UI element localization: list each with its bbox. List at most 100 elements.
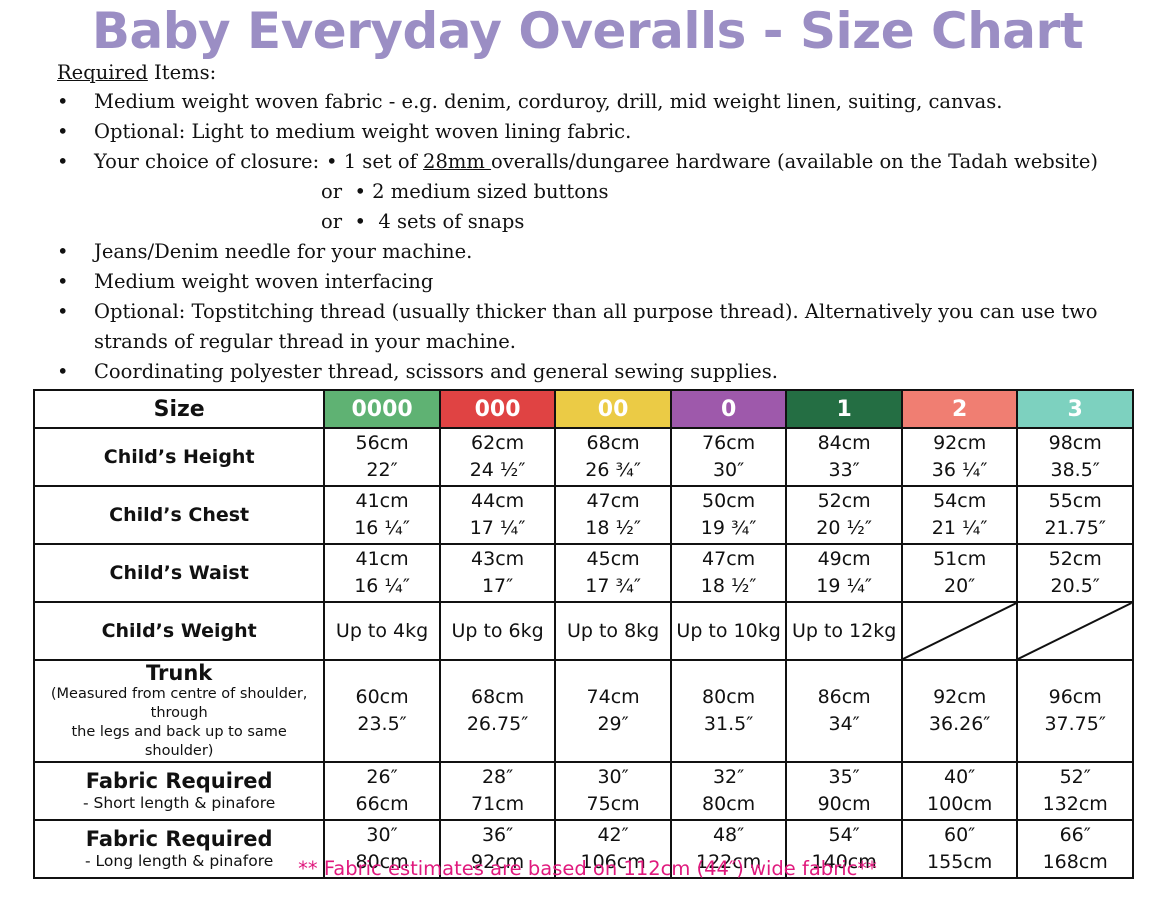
weight-value: Up to 12kg xyxy=(791,619,897,642)
fabric-short-label: Fabric Required xyxy=(85,769,273,793)
trunk-cell: 92cm 36.26″ xyxy=(900,659,1019,763)
fabric-long-cell: 60″ 155cm xyxy=(900,819,1019,879)
fabric-long-value: 54″ xyxy=(828,824,860,846)
size-0: 0 xyxy=(669,389,788,429)
required-items-list: • Medium weight woven fabric - e.g. denim… xyxy=(57,87,1157,387)
fabric-short-value: 52″ xyxy=(1059,766,1091,788)
chest-value: 55cm xyxy=(1048,490,1102,512)
waist-value: 18 ½″ xyxy=(700,575,757,597)
bullet-icon: • xyxy=(57,150,69,173)
page-title: Baby Everyday Overalls - Size Chart xyxy=(91,2,1084,60)
weight-label: Child’s Weight xyxy=(32,601,326,661)
height-value: 22″ xyxy=(366,459,398,481)
chest-value: 52cm xyxy=(817,490,871,512)
fabric-long-value: 42″ xyxy=(597,824,629,846)
height-cell: 92cm 36 ¼″ xyxy=(900,427,1019,487)
fabric-short-cell: 28″ 71cm xyxy=(438,761,557,821)
trunk-cell: 74cm 29″ xyxy=(554,659,672,763)
fabric-short-cell: 40″ 100cm xyxy=(900,761,1019,821)
trunk-label-cell: Trunk (Measured from centre of shoulder,… xyxy=(32,659,326,763)
height-cell: 84cm 33″ xyxy=(785,427,903,487)
fabric-long-label: Fabric Required xyxy=(85,827,273,851)
item-text: Medium weight woven fabric - e.g. denim,… xyxy=(94,90,1003,113)
fabric-short-cell: 35″ 90cm xyxy=(785,761,903,821)
fabric-long-value: 60″ xyxy=(944,824,976,846)
chest-row: Child’s Chest 41cm 16 ¼″ 44cm 17 ¼″ 47cm 18 ½… xyxy=(32,485,1134,545)
weight-value: Up to 6kg xyxy=(451,619,544,642)
fabric-long-value: 155cm xyxy=(927,851,993,873)
waist-value: 20.5″ xyxy=(1050,575,1100,597)
weight-row: Child’s Weight Up to 4kg Up to 6kg Up to 8… xyxy=(32,601,1134,661)
size-chart-table: Size 0000 000 00 0 1 2 3 Child’s Height … xyxy=(32,389,1134,879)
fabric-short-value: 35″ xyxy=(828,766,860,788)
closure-option-3: or • 4 sets of snaps xyxy=(321,210,525,233)
waist-value: 47cm xyxy=(702,548,756,570)
diagonal-line-icon xyxy=(1018,603,1132,659)
trunk-value: 37.75″ xyxy=(1044,713,1106,735)
chest-cell: 44cm 17 ¼″ xyxy=(438,485,557,545)
waist-row: Child’s Waist 41cm 16 ¼″ 43cm 17″ 45cm 17 ¾″ 4… xyxy=(32,543,1134,603)
fabric-long-value: 92cm xyxy=(471,851,525,873)
trunk-cell: 96cm 37.75″ xyxy=(1016,659,1134,763)
fabric-long-value: 66″ xyxy=(1059,824,1091,846)
weight-cell: Up to 4kg xyxy=(323,601,441,661)
size-000: 000 xyxy=(438,389,557,429)
trunk-value: 68cm xyxy=(471,686,525,708)
waist-value: 19 ¼″ xyxy=(816,575,872,597)
fabric-long-cell: 42″ 106cm xyxy=(554,819,672,879)
chest-value: 16 ¼″ xyxy=(354,517,410,539)
trunk-sublabel-1: (Measured from centre of shoulder, throu… xyxy=(50,686,308,721)
waist-cell: 52cm 20.5″ xyxy=(1016,543,1134,603)
chest-cell: 47cm 18 ½″ xyxy=(554,485,672,545)
item-text: Optional: Topstitching thread (usually t… xyxy=(94,300,1098,353)
trunk-sublabel-2: the legs and back up to same shoulder) xyxy=(71,724,287,759)
fabric-footnote: ** Fabric estimates are based on 112cm (… xyxy=(298,857,877,880)
trunk-value: 92cm xyxy=(933,686,987,708)
waist-cell: 51cm 20″ xyxy=(900,543,1019,603)
fabric-short-value: 30″ xyxy=(597,766,629,788)
height-value: 38.5″ xyxy=(1050,459,1100,481)
trunk-cell: 60cm 23.5″ xyxy=(323,659,441,763)
trunk-cell: 80cm 31.5″ xyxy=(669,659,788,763)
fabric-short-value: 71cm xyxy=(471,793,525,815)
fabric-short-cell: 32″ 80cm xyxy=(669,761,788,821)
height-cell: 98cm 38.5″ xyxy=(1016,427,1134,487)
chest-cell: 41cm 16 ¼″ xyxy=(323,485,441,545)
weight-value: Up to 4kg xyxy=(335,619,429,642)
bullet-icon: • xyxy=(57,300,69,323)
height-value: 76cm xyxy=(702,432,756,454)
bullet-icon: • xyxy=(57,270,69,293)
weight-cell: Up to 8kg xyxy=(554,601,672,661)
fabric-short-value: 40″ xyxy=(944,766,976,788)
height-value: 92cm xyxy=(933,432,987,454)
required-items-heading: Required Items: xyxy=(57,59,1157,87)
bullet-icon: • xyxy=(57,120,69,143)
fabric-long-value: 36″ xyxy=(481,824,514,846)
chest-value: 50cm xyxy=(702,490,756,512)
fabric-short-value: 75cm xyxy=(586,793,640,815)
weight-cell: Up to 12kg xyxy=(785,601,903,661)
bullet-icon: • xyxy=(57,240,69,263)
fabric-short-value: 28″ xyxy=(481,766,514,788)
item-text: Medium weight woven interfacing xyxy=(94,270,434,293)
weight-cell: Up to 10kg xyxy=(669,601,788,661)
fabric-short-value: 26″ xyxy=(366,766,398,788)
height-value: 68cm xyxy=(586,432,640,454)
weight-cell: Up to 6kg xyxy=(438,601,557,661)
height-cell: 56cm 22″ xyxy=(323,427,441,487)
height-cell: 62cm 24 ½″ xyxy=(438,427,557,487)
fabric-short-value: 100cm xyxy=(927,793,993,815)
waist-cell: 41cm 16 ¼″ xyxy=(323,543,441,603)
chest-value: 21.75″ xyxy=(1044,517,1106,539)
list-item-closure: • Your choice of closure: • 1 set of 28mm … xyxy=(57,147,1157,237)
waist-value: 41cm xyxy=(355,548,409,570)
required-items-section: Required Items: • Medium weight woven fab… xyxy=(57,59,1157,387)
list-item: • Optional: Topstitching thread (usually … xyxy=(57,297,1157,357)
waist-cell: 47cm 18 ½″ xyxy=(669,543,788,603)
waist-label: Child’s Waist xyxy=(32,543,326,603)
waist-value: 49cm xyxy=(817,548,871,570)
list-item: • Jeans/Denim needle for your machine. xyxy=(57,237,1157,267)
height-cell: 76cm 30″ xyxy=(669,427,788,487)
chest-cell: 55cm 21.75″ xyxy=(1016,485,1134,545)
waist-value: 45cm xyxy=(586,548,640,570)
